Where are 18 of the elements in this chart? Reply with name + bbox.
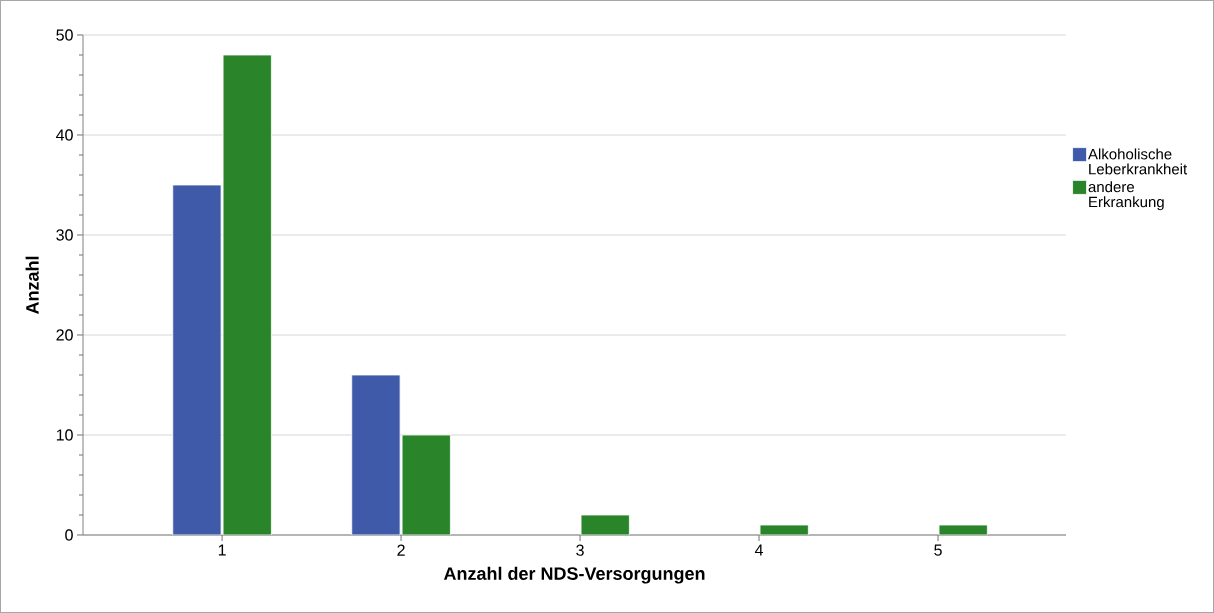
x-axis-title: Anzahl der NDS-Versorgungen — [443, 566, 705, 584]
x-tick-label: 2 — [397, 544, 405, 556]
x-tick-label: 3 — [576, 544, 584, 556]
x-tick-label: 4 — [754, 544, 764, 556]
legend-label: andere Erkrankung — [1088, 181, 1164, 211]
x-tick-label: 1 — [218, 544, 226, 556]
bar — [351, 374, 401, 535]
y-tick-label: 40 — [56, 129, 73, 141]
bar — [172, 184, 222, 535]
y-tick-label: 10 — [56, 429, 73, 441]
bar — [222, 54, 272, 535]
y-tick-label: 30 — [56, 229, 73, 241]
bar — [401, 434, 451, 535]
y-axis-title: Anzahl — [25, 256, 39, 315]
y-tick-label: 50 — [56, 29, 73, 41]
y-tick-label: 0 — [65, 529, 73, 541]
x-tick-label: 5 — [934, 544, 942, 556]
y-tick-label: 20 — [56, 329, 73, 341]
